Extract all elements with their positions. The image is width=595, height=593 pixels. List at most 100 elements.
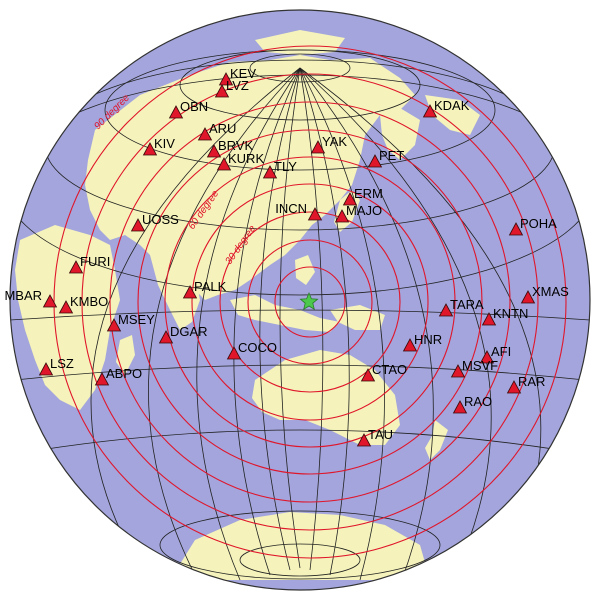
- station-label: AFI: [491, 344, 511, 359]
- land-arctic: [255, 30, 345, 55]
- globe-outline: [9, 9, 591, 591]
- triangle-icon: [520, 290, 536, 304]
- station-rao: RAO: [452, 394, 492, 414]
- station-majo: MAJO: [334, 203, 382, 223]
- triangle-icon: [206, 144, 222, 158]
- station-kurk: KURK: [216, 151, 264, 171]
- station-tly: TLY: [262, 159, 297, 179]
- station-label: HNR: [414, 332, 442, 347]
- triangle-icon: [94, 372, 110, 386]
- triangle-icon: [262, 165, 278, 179]
- station-label: BRVK: [218, 138, 253, 153]
- triangle-icon: [450, 364, 466, 378]
- station-dgar: DGAR: [158, 324, 208, 344]
- station-kev: KEV: [218, 66, 256, 86]
- station-label: PALK: [194, 279, 227, 294]
- land-alaska: [425, 95, 480, 135]
- station-tara: TARA: [438, 297, 484, 317]
- station-mbar: MBAR: [4, 288, 58, 308]
- triangle-icon: [142, 142, 158, 156]
- station-lvz: LVZ: [214, 78, 249, 98]
- triangle-icon: [438, 303, 454, 317]
- station-label: KIV: [154, 136, 175, 151]
- triangle-icon: [216, 157, 232, 171]
- triangle-icon: [422, 104, 438, 118]
- station-label: OBN: [180, 99, 208, 114]
- station-uoss: UOSS: [130, 212, 179, 232]
- station-label: TAU: [368, 427, 393, 442]
- station-tau: TAU: [356, 427, 393, 447]
- land-antarctica: [170, 512, 430, 580]
- station-label: KDAK: [434, 98, 470, 113]
- station-label: KNTN: [493, 306, 528, 321]
- station-label: MSVF: [462, 358, 498, 373]
- station-incn: INCN: [275, 201, 323, 221]
- station-kdak: KDAK: [422, 98, 470, 118]
- station-msvf: MSVF: [450, 358, 498, 378]
- station-label: MAJO: [346, 203, 382, 218]
- land-australia: [252, 350, 400, 445]
- station-hnr: HNR: [402, 332, 442, 352]
- station-kmbo: KMBO: [58, 294, 108, 314]
- station-pet: PET: [367, 148, 404, 168]
- triangle-icon: [106, 318, 122, 332]
- station-label: ERM: [354, 186, 383, 201]
- station-label: KURK: [228, 151, 264, 166]
- triangle-icon: [367, 154, 383, 168]
- station-label: DGAR: [170, 324, 208, 339]
- station-msey: MSEY: [106, 312, 155, 332]
- triangle-icon: [342, 192, 358, 206]
- station-label: FURI: [80, 254, 110, 269]
- star-icon: [299, 291, 319, 311]
- station-rar: RAR: [506, 374, 545, 394]
- station-label: KMBO: [70, 294, 108, 309]
- land-kamchatka: [380, 108, 420, 160]
- station-xmas: XMAS: [520, 284, 569, 304]
- triangle-icon: [168, 105, 184, 119]
- station-brvk: BRVK: [206, 138, 253, 158]
- station-obn: OBN: [168, 99, 208, 119]
- land-philippines: [295, 255, 315, 285]
- land-indonesia: [230, 295, 340, 332]
- station-lsz: LSZ: [38, 356, 74, 376]
- station-poha: POHA: [508, 216, 557, 236]
- station-label: UOSS: [142, 212, 179, 227]
- triangle-icon: [182, 285, 198, 299]
- station-label: YAK: [322, 134, 347, 149]
- station-label: TLY: [274, 159, 297, 174]
- station-label: TARA: [450, 297, 484, 312]
- triangle-icon: [218, 72, 234, 86]
- land-new-zealand: [425, 420, 448, 460]
- triangle-icon: [310, 140, 326, 154]
- triangle-icon: [481, 312, 497, 326]
- station-abpo: ABPO: [94, 366, 142, 386]
- station-kiv: KIV: [142, 136, 175, 156]
- triangle-icon: [508, 222, 524, 236]
- station-ctao: CTAO: [360, 362, 407, 382]
- triangle-icon: [402, 338, 418, 352]
- triangle-icon: [38, 362, 54, 376]
- land-eurasia: [85, 55, 415, 300]
- station-afi: AFI: [479, 344, 511, 364]
- station-label: LVZ: [226, 78, 249, 93]
- station-label: RAR: [518, 374, 545, 389]
- station-label: MBAR: [4, 288, 42, 303]
- station-label: RAO: [464, 394, 492, 409]
- station-furi: FURI: [68, 254, 110, 274]
- station-label: LSZ: [50, 356, 74, 371]
- triangle-icon: [130, 218, 146, 232]
- station-label: ABPO: [106, 366, 142, 381]
- triangle-icon: [58, 300, 74, 314]
- station-yak: YAK: [310, 134, 347, 154]
- station-label: COCO: [238, 340, 277, 355]
- station-label: KEV: [230, 66, 256, 81]
- triangle-icon: [360, 368, 376, 382]
- triangle-icon: [42, 294, 58, 308]
- triangle-icon: [452, 400, 468, 414]
- station-label: XMAS: [532, 284, 569, 299]
- triangle-icon: [226, 346, 242, 360]
- station-label: ARU: [209, 121, 236, 136]
- station-label: POHA: [520, 216, 557, 231]
